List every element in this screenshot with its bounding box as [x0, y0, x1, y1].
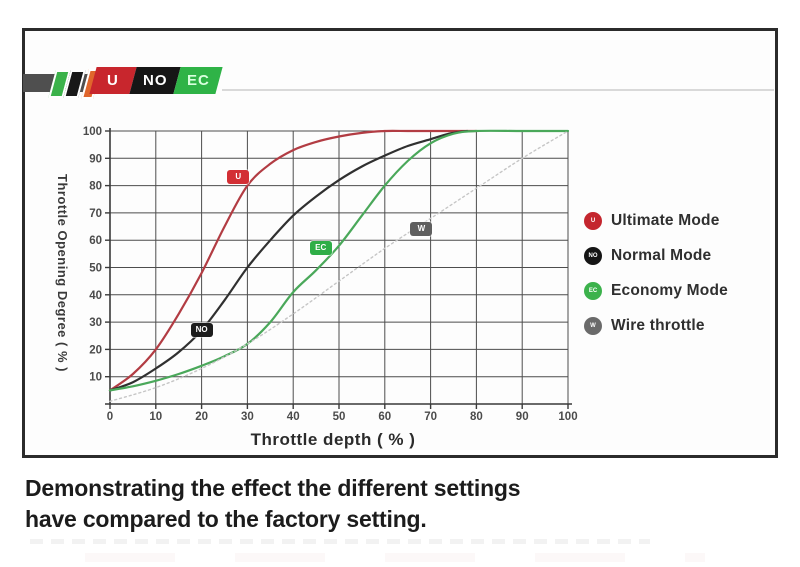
caption: Demonstrating the effect the different s… — [25, 473, 521, 535]
chart-curves — [108, 129, 570, 402]
curve-badge-ec: EC — [309, 241, 332, 256]
faded-footer-smudge — [85, 553, 705, 562]
svg-text:80: 80 — [470, 411, 483, 423]
svg-text:40: 40 — [287, 411, 300, 423]
curve-ultimate-mode — [108, 129, 478, 392]
legend-item-label: Ultimate Mode — [611, 212, 720, 229]
svg-text:30: 30 — [89, 317, 102, 329]
y-axis-title: Throttle Opening Degree ( % ) — [55, 174, 70, 372]
curve-normal-mode — [108, 129, 469, 392]
svg-text:90: 90 — [516, 411, 529, 423]
svg-text:0: 0 — [107, 411, 113, 423]
curve-badge-no: NO — [190, 323, 213, 338]
logo-rule — [222, 89, 774, 91]
legend-item-label: Normal Mode — [611, 247, 712, 264]
svg-text:70: 70 — [424, 411, 437, 423]
legend-dot-icon: NO — [584, 247, 602, 265]
legend-dot-letter: EC — [588, 288, 598, 294]
caption-line-2: have compared to the factory setting. — [25, 506, 427, 532]
svg-text:10: 10 — [149, 411, 162, 423]
svg-text:30: 30 — [241, 411, 254, 423]
svg-text:60: 60 — [378, 411, 391, 423]
caption-line-1: Demonstrating the effect the different s… — [25, 475, 521, 501]
x-axis-title: Throttle depth ( % ) — [250, 430, 416, 449]
svg-text:10: 10 — [89, 372, 102, 384]
legend: U Ultimate Mode NO Normal Mode EC Econom… — [584, 212, 728, 335]
chart-grid — [109, 130, 569, 404]
legend-dot-icon: W — [584, 317, 602, 335]
svg-text:80: 80 — [89, 181, 102, 193]
legend-dot-letter: W — [590, 323, 596, 329]
curve-economy-mode — [108, 129, 570, 392]
curve-badge-u: U — [227, 170, 250, 185]
legend-item: NO Normal Mode — [584, 247, 728, 265]
legend-dot-icon: U — [584, 212, 602, 230]
figure-frame — [22, 28, 778, 458]
y-tick-labels: 10 20 30 40 50 60 70 80 90 100 — [83, 126, 102, 384]
faded-footer-text — [30, 539, 650, 544]
curve-badge-w: W — [410, 222, 433, 237]
svg-text:50: 50 — [89, 263, 102, 275]
legend-item-label: Wire throttle — [611, 317, 705, 334]
legend-dot-letter: NO — [588, 253, 598, 259]
legend-item-label: Economy Mode — [611, 282, 728, 299]
svg-text:40: 40 — [89, 290, 102, 302]
svg-text:20: 20 — [89, 344, 102, 356]
svg-text:20: 20 — [195, 411, 208, 423]
x-tick-labels: 0 10 20 30 40 50 60 70 80 90 100 — [107, 411, 578, 423]
chart-axes — [105, 128, 572, 409]
svg-text:100: 100 — [83, 126, 102, 138]
svg-text:70: 70 — [89, 208, 102, 220]
svg-text:90: 90 — [89, 153, 102, 165]
svg-text:100: 100 — [558, 411, 577, 423]
svg-text:50: 50 — [333, 411, 346, 423]
legend-item: EC Economy Mode — [584, 282, 728, 300]
curve-wire-throttle — [109, 130, 569, 402]
legend-item: U Ultimate Mode — [584, 212, 728, 230]
legend-dot-letter: U — [590, 218, 596, 224]
svg-text:60: 60 — [89, 235, 102, 247]
legend-dot-icon: EC — [584, 282, 602, 300]
legend-item: W Wire throttle — [584, 317, 728, 335]
